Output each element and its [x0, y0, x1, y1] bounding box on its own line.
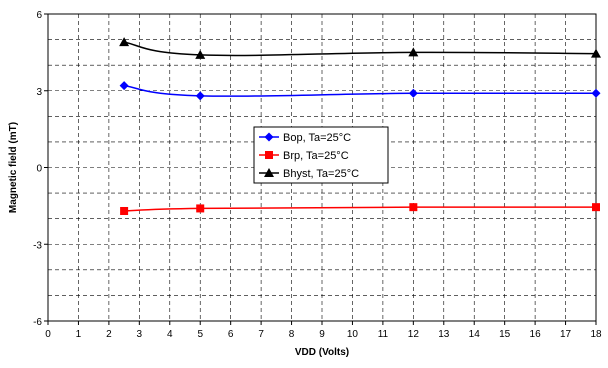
x-tick-label: 16 — [530, 329, 542, 340]
y-tick-label: 0 — [36, 164, 42, 175]
data-point — [119, 81, 129, 91]
data-point — [408, 88, 418, 98]
series-line — [124, 84, 597, 97]
series-2 — [119, 37, 601, 59]
x-tick-label: 1 — [76, 329, 82, 340]
x-axis-ticks: 0 1 2 3 4 5 6 7 8 9 10 11 12 13 14 15 16 17 18 — [45, 321, 602, 340]
series-line — [123, 41, 597, 57]
y-tick-label: 3 — [36, 87, 42, 98]
x-tick-label: 13 — [438, 329, 450, 340]
x-tick-label: 17 — [560, 329, 572, 340]
data-point — [119, 37, 130, 47]
x-tick-label: 7 — [258, 329, 264, 340]
legend-marker — [264, 132, 274, 142]
y-tick-label: -6 — [33, 317, 42, 328]
x-tick-label: 18 — [590, 329, 602, 340]
y-axis-label: Magnetic field (mT) — [8, 122, 19, 213]
x-tick-label: 14 — [469, 329, 481, 340]
data-point — [195, 91, 205, 101]
x-tick-label: 11 — [378, 329, 389, 340]
legend-item: Bhyst, Ta=25°C — [259, 168, 359, 180]
series-0 — [119, 81, 601, 101]
y-tick-label: -3 — [33, 240, 42, 251]
data-point — [195, 49, 206, 59]
x-axis-label: VDD (Volts) — [295, 347, 349, 358]
data-point — [591, 48, 601, 58]
x-tick-label: 3 — [137, 329, 143, 340]
series-line — [124, 206, 597, 212]
series-1 — [120, 203, 600, 215]
x-tick-label: 0 — [45, 329, 51, 340]
x-tick-label: 4 — [167, 329, 173, 340]
x-tick-label: 15 — [499, 329, 511, 340]
legend-marker — [265, 151, 273, 159]
data-point — [592, 203, 600, 212]
data-point — [591, 88, 601, 98]
legend-label: Bhyst, Ta=25°C — [283, 168, 359, 180]
data-point — [120, 206, 129, 215]
legend-marker — [264, 168, 274, 177]
legend-item: Bop, Ta=25°C — [259, 132, 351, 144]
data-point — [409, 203, 418, 212]
legend-label: Bop, Ta=25°C — [283, 132, 351, 144]
x-tick-label: 2 — [106, 329, 112, 340]
y-axis-ticks: -6 -3 0 3 6 — [33, 10, 48, 328]
legend: Bop, Ta=25°C Brp, Ta=25°C Bhyst, Ta=25°C — [253, 126, 389, 184]
x-tick-label: 9 — [319, 329, 325, 340]
y-tick-label: 6 — [36, 10, 42, 21]
legend-label: Brp, Ta=25°C — [283, 150, 349, 162]
x-tick-label: 10 — [347, 329, 359, 340]
data-point — [408, 47, 419, 57]
legend-item: Brp, Ta=25°C — [259, 150, 349, 162]
data-point — [196, 204, 205, 213]
x-tick-label: 6 — [228, 329, 234, 340]
x-tick-label: 12 — [408, 329, 420, 340]
x-tick-label: 5 — [197, 329, 203, 340]
series-group — [119, 37, 601, 215]
grid-lines — [47, 13, 597, 322]
x-tick-label: 8 — [289, 329, 295, 340]
